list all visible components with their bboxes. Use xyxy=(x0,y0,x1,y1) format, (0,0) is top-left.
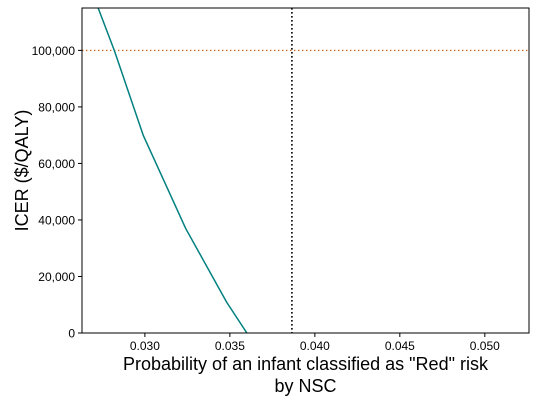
x-tick-label: 0.030 xyxy=(130,339,160,353)
y-tick-label: 80,000 xyxy=(38,100,75,114)
x-axis-title-line-2: by NSC xyxy=(274,376,336,396)
x-tick-label: 0.040 xyxy=(300,339,330,353)
x-tick-label: 0.035 xyxy=(215,339,245,353)
y-tick-label: 20,000 xyxy=(38,270,75,284)
series-line-0 xyxy=(97,8,248,333)
y-tick-label: 100,000 xyxy=(32,44,76,58)
plot-frame xyxy=(81,7,530,334)
y-tick-label: 0 xyxy=(68,327,75,341)
x-tick-label: 0.045 xyxy=(385,339,415,353)
y-tick-label: 40,000 xyxy=(38,213,75,227)
x-tick-label: 0.050 xyxy=(470,339,500,353)
y-axis-title: ICER ($/QALY) xyxy=(12,110,32,232)
y-tick-label: 60,000 xyxy=(38,157,75,171)
x-axis-title-line-1: Probability of an infant classified as "… xyxy=(123,354,489,374)
